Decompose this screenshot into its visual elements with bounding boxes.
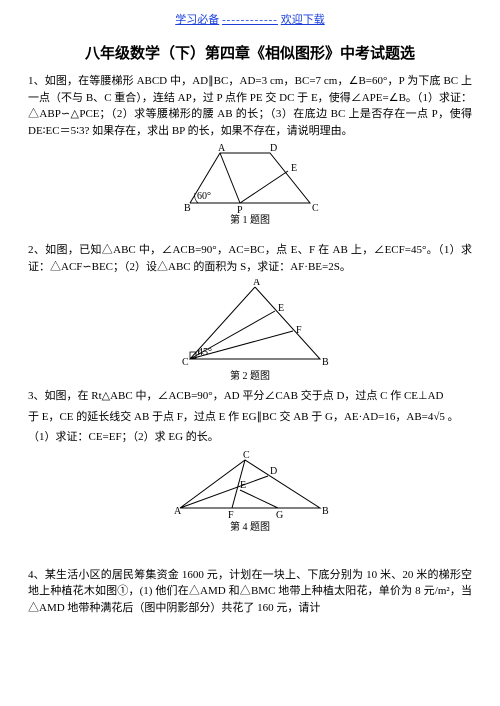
- svg-text:60°: 60°: [197, 191, 211, 202]
- figure-3: A B C D E F G 第 4 题图: [28, 450, 472, 535]
- problem-3a: 3、如图，在 Rt△ABC 中，∠ACB=90°，AD 平分∠CAB 交于点 D…: [28, 388, 472, 405]
- problem-3b: 于 E，CE 的延长线交 AB 于点 F，过点 E 作 EG∥BC 交 AB 于…: [28, 409, 472, 426]
- problem-1: 1、如图，在等腰梯形 ABCD 中，AD∥BC，AD=3 cm，BC=7 cm，…: [28, 73, 472, 139]
- header-dashes: ------------: [222, 14, 278, 26]
- svg-text:D: D: [270, 466, 277, 477]
- svg-text:A: A: [218, 143, 226, 154]
- svg-text:F: F: [296, 325, 302, 336]
- header: 学习必备 ------------ 欢迎下载: [28, 12, 472, 29]
- figure-1: A D E B P C 60° 第 1 题图: [28, 143, 472, 228]
- figure-2-svg: A C B E F 45°: [165, 279, 335, 371]
- figure-1-caption: 第 1 题图: [28, 213, 472, 228]
- svg-text:E: E: [278, 303, 284, 314]
- svg-text:45°: 45°: [198, 347, 212, 358]
- figure-3-caption: 第 4 题图: [28, 520, 472, 535]
- svg-text:A: A: [174, 506, 182, 517]
- svg-text:B: B: [322, 506, 329, 517]
- figure-3-svg: A B C D E F G: [160, 450, 340, 522]
- svg-text:B: B: [322, 357, 329, 368]
- svg-text:E: E: [240, 480, 246, 491]
- svg-text:D: D: [270, 143, 277, 154]
- problem-2: 2、如图，已知△ABC 中，∠ACB=90°，AC=BC，点 E、F 在 AB …: [28, 242, 472, 275]
- svg-text:F: F: [228, 510, 234, 521]
- svg-text:C: C: [182, 357, 189, 368]
- svg-text:C: C: [312, 203, 319, 214]
- svg-text:C: C: [243, 450, 250, 461]
- figure-2-caption: 第 2 题图: [28, 369, 472, 384]
- svg-text:E: E: [291, 163, 297, 174]
- figure-2: A C B E F 45° 第 2 题图: [28, 279, 472, 384]
- svg-text:G: G: [276, 510, 283, 521]
- svg-text:B: B: [184, 203, 191, 214]
- problem-3c: （1）求证：CE=EF；（2）求 EG 的长。: [28, 429, 472, 446]
- svg-text:A: A: [253, 279, 261, 288]
- header-link-right[interactable]: 欢迎下载: [281, 14, 325, 26]
- problem-4: 4、某生活小区的居民筹集资金 1600 元，计划在一块上、下底分别为 10 米、…: [28, 567, 472, 617]
- header-link-left[interactable]: 学习必备: [175, 14, 219, 26]
- page-title: 八年级数学（下）第四章《相似图形》中考试题选: [28, 43, 472, 66]
- figure-1-svg: A D E B P C 60°: [170, 143, 330, 215]
